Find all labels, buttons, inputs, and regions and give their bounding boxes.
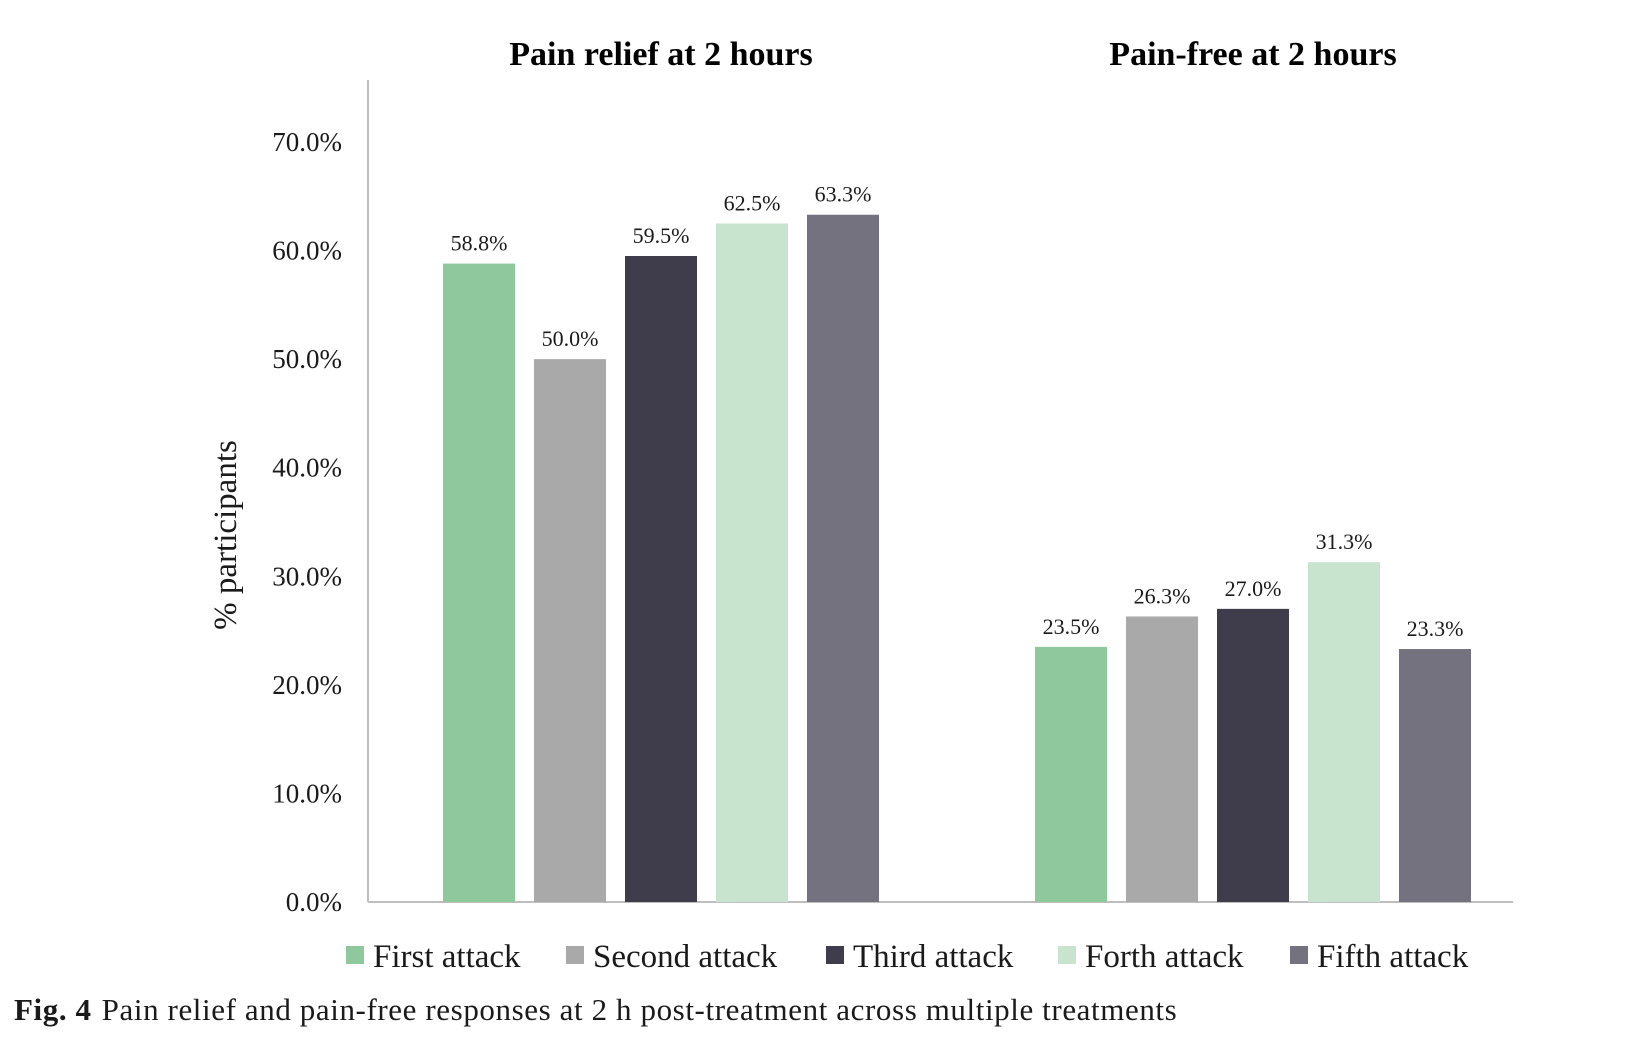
bar-chart: % participants 0.0% 10.0% 20.0% 30.0% 40.0% 5…: [208, 36, 1513, 975]
legend-swatch: [346, 946, 364, 964]
legend-swatch: [1058, 946, 1076, 964]
bar: [1399, 649, 1471, 902]
group-title: Pain relief at 2 hours: [509, 36, 812, 73]
data-label: 63.3%: [815, 182, 872, 207]
bar: [1126, 616, 1198, 902]
legend-swatch: [1290, 946, 1308, 964]
bar: [443, 263, 515, 903]
y-axis-title: % participants: [208, 440, 244, 630]
legend-label: Fifth attack: [1317, 939, 1469, 975]
figure-caption: Fig. 4 Pain relief and pain-free response…: [14, 992, 1177, 1028]
bar: [1308, 562, 1380, 902]
legend-swatch: [566, 946, 584, 964]
data-label: 26.3%: [1134, 583, 1191, 608]
y-tick-label: 10.0%: [272, 778, 342, 808]
data-label: 58.8%: [451, 231, 508, 256]
data-label: 27.0%: [1225, 576, 1282, 601]
legend-swatch: [826, 946, 844, 964]
y-tick-label: 20.0%: [272, 670, 342, 700]
data-label: 23.5%: [1043, 614, 1100, 639]
y-tick-label: 40.0%: [272, 453, 342, 483]
legend-label: Third attack: [853, 939, 1014, 975]
bar: [1217, 608, 1289, 902]
y-tick-label: 30.0%: [272, 561, 342, 591]
group-title: Pain-free at 2 hours: [1109, 36, 1396, 73]
data-label: 59.5%: [633, 223, 690, 248]
bar: [807, 214, 879, 902]
bar: [716, 223, 788, 902]
y-tick-label: 0.0%: [286, 887, 342, 917]
figure-caption-text: Pain relief and pain-free responses at 2…: [101, 992, 1178, 1027]
bar: [625, 256, 697, 902]
bar: [1035, 646, 1107, 902]
legend-label: Forth attack: [1085, 939, 1244, 975]
y-tick-label: 50.0%: [272, 344, 342, 374]
legend-label: Second attack: [593, 939, 778, 975]
data-label: 50.0%: [542, 326, 599, 351]
legend-label: First attack: [373, 939, 521, 975]
y-tick-label: 70.0%: [272, 127, 342, 157]
y-tick-label: 60.0%: [272, 236, 342, 266]
data-label: 31.3%: [1316, 529, 1373, 554]
figure-label: Fig. 4: [14, 992, 92, 1027]
data-label: 62.5%: [724, 190, 781, 215]
bar: [534, 359, 606, 903]
data-label: 23.3%: [1407, 616, 1464, 641]
